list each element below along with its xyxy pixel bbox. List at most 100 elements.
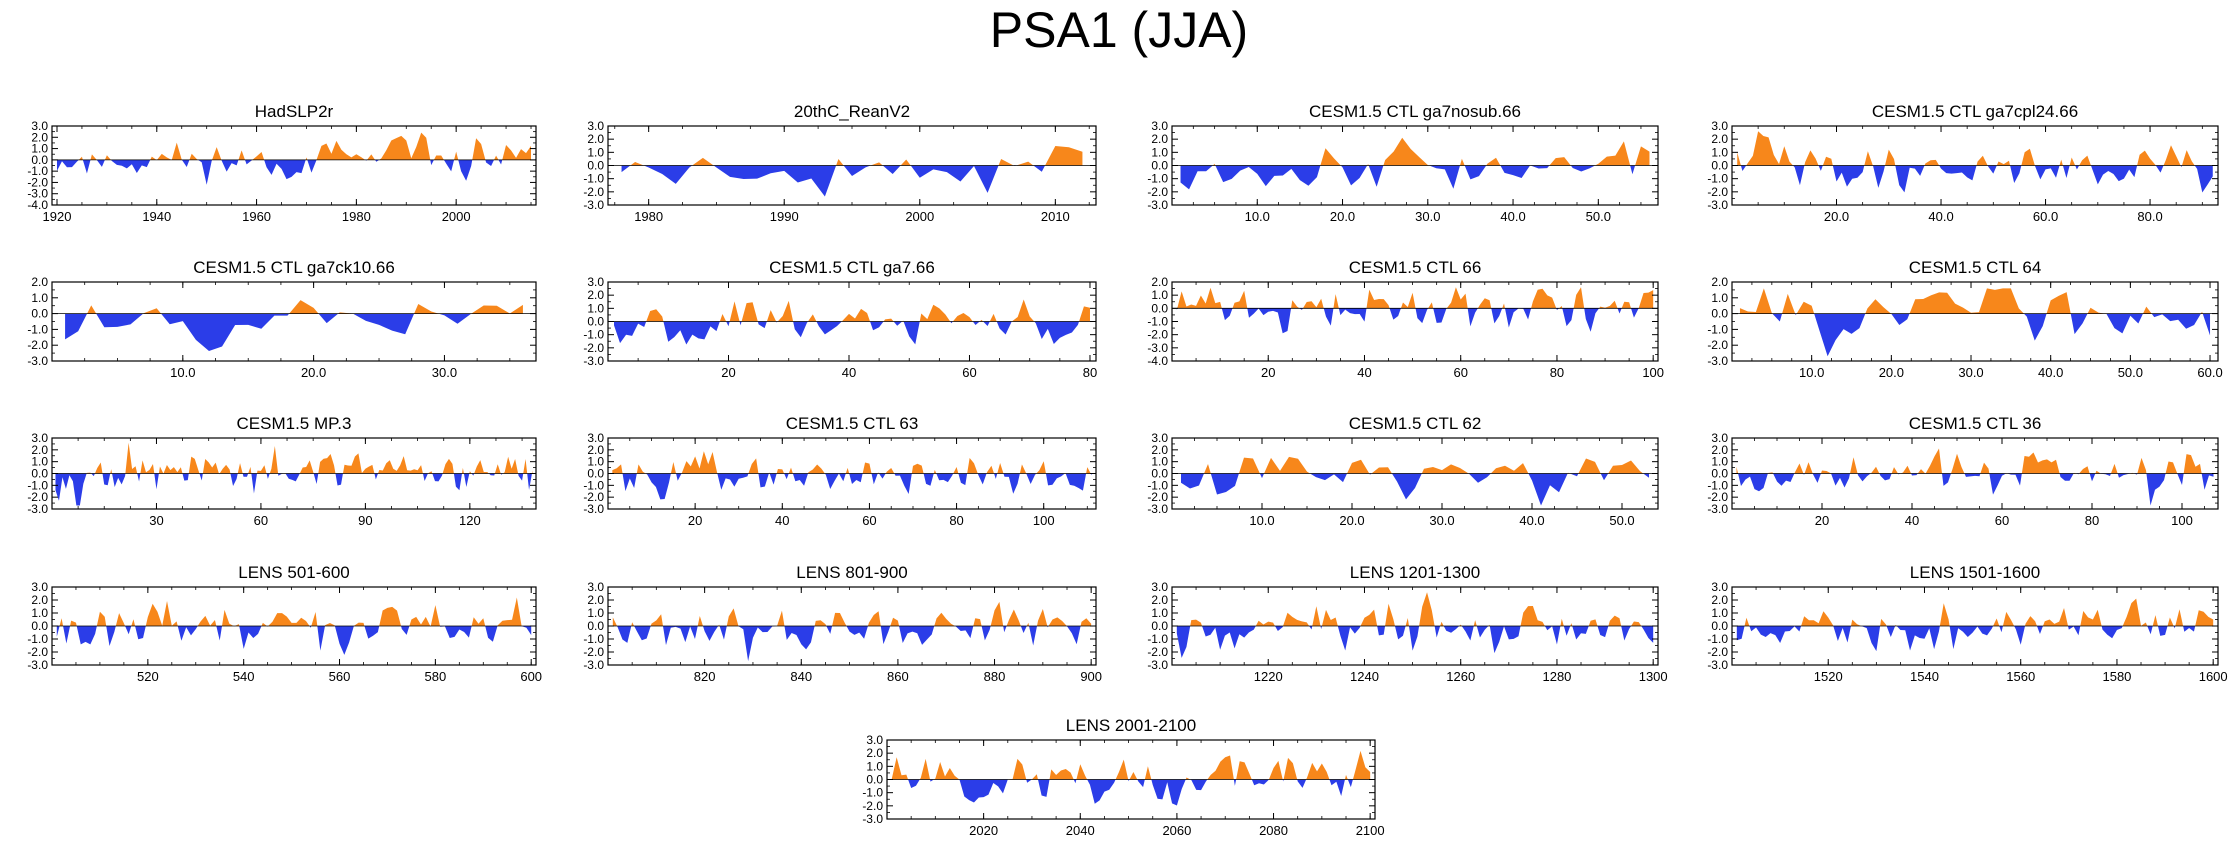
y-tick-label: -1.0 — [27, 164, 48, 178]
y-tick-label: 0.0 — [587, 619, 604, 633]
y-tick-label: -3.0 — [1147, 341, 1168, 355]
y-tick-label: -3.0 — [1147, 198, 1168, 212]
x-tick-label: 1520 — [1814, 669, 1843, 684]
y-tick-label: 0.0 — [1151, 159, 1168, 173]
y-tick-label: 1.0 — [866, 759, 883, 773]
y-tick-label: 2.0 — [1151, 275, 1168, 289]
y-tick-label: 3.0 — [1151, 119, 1168, 133]
x-tick-label: 1580 — [2102, 669, 2131, 684]
x-tick-label: 20.0 — [1879, 365, 1904, 380]
x-tick-label: 2000 — [442, 209, 471, 224]
y-tick-label: -4.0 — [1147, 354, 1168, 368]
y-tick-label: 3.0 — [587, 119, 604, 133]
y-tick-label: 0.0 — [587, 315, 604, 329]
x-tick-label: 80 — [949, 513, 963, 528]
panel-7: CESM1.5 CTL 64 2.0 1.0 0.0-1.0 -2.0 -3.0 10.0 2… — [1707, 258, 2222, 380]
y-tick-label: 1.0 — [1711, 455, 1728, 469]
page-title: PSA1 (JJA) — [989, 2, 1249, 58]
negative-area — [621, 165, 1083, 197]
x-tick-label: 100 — [1033, 513, 1055, 528]
x-tick-label: 2100 — [1356, 823, 1385, 838]
y-tick-label: 1.0 — [1711, 145, 1728, 159]
x-tick-label: 60 — [862, 513, 876, 528]
y-tick-label: 2.0 — [31, 593, 48, 607]
panel-title: LENS 2001-2100 — [1066, 716, 1196, 735]
panel-15: LENS 1501-1600 3.02.01.00.0-1.0-2.0-3.0 15… — [1707, 563, 2227, 684]
plot-frame — [1171, 281, 1659, 362]
y-tick-label: 1.0 — [587, 455, 604, 469]
y-tick-label: -2.0 — [27, 490, 48, 504]
panel-12: LENS 501-600 3.02.01.00.0-1.0-2.0-3.0 520 5… — [27, 563, 542, 684]
x-tick-label: 1260 — [1446, 669, 1475, 684]
x-tick-label: 1280 — [1542, 669, 1571, 684]
y-tick-label: 3.0 — [31, 580, 48, 594]
x-tick-label: 2080 — [1259, 823, 1288, 838]
y-tick-label: -3.0 — [27, 502, 48, 516]
y-tick-label: 0.0 — [587, 159, 604, 173]
y-tick-label: 3.0 — [1711, 119, 1728, 133]
y-tick-label: -3.0 — [583, 354, 604, 368]
y-tick-label: -2.0 — [1707, 645, 1728, 659]
negative-area — [56, 159, 532, 185]
negative-area — [65, 313, 523, 352]
x-tick-label: 40 — [775, 513, 789, 528]
negative-area — [614, 321, 1090, 345]
y-tick-label: 3.0 — [31, 431, 48, 445]
y-tick-label: 0.0 — [1711, 619, 1728, 633]
positive-area — [1737, 131, 2213, 166]
y-tick-label: -2.0 — [583, 490, 604, 504]
y-tick-label: -3.0 — [1707, 198, 1728, 212]
x-tick-label: 60.0 — [2197, 365, 2222, 380]
y-tick-label: -3.0 — [1707, 354, 1728, 368]
y-tick-label: -3.0 — [27, 658, 48, 672]
y-tick-label: 2.0 — [866, 746, 883, 760]
x-tick-label: 40.0 — [1928, 209, 1953, 224]
x-tick-label: 840 — [790, 669, 812, 684]
x-tick-label: 60.0 — [2033, 209, 2058, 224]
y-tick-label: -3.0 — [27, 354, 48, 368]
x-tick-label: 540 — [233, 669, 255, 684]
y-tick-label: 1.0 — [31, 291, 48, 305]
y-tick-label: -3.0 — [583, 658, 604, 672]
y-tick-label: 0.0 — [1151, 467, 1168, 481]
y-tick-label: -1.0 — [27, 478, 48, 492]
positive-area — [621, 146, 1083, 166]
x-tick-label: 1220 — [1254, 669, 1283, 684]
x-tick-label: 2010 — [1041, 209, 1070, 224]
y-tick-label: 1.0 — [1711, 606, 1728, 620]
x-tick-label: 20.0 — [1330, 209, 1355, 224]
y-tick-label: 3.0 — [1151, 431, 1168, 445]
x-tick-label: 1240 — [1350, 669, 1379, 684]
x-tick-label: 1980 — [342, 209, 371, 224]
y-tick-label: 2.0 — [1151, 443, 1168, 457]
negative-area — [1176, 626, 1654, 658]
x-tick-label: 10.0 — [1249, 513, 1274, 528]
panel-title: CESM1.5 CTL ga7ck10.66 — [193, 258, 395, 277]
panel-0: HadSLP2r 3.02.01.00.0-1.0-2.0-3.0-4.01920… — [27, 102, 537, 224]
y-tick-label: 1.0 — [587, 145, 604, 159]
x-tick-label: 1560 — [2006, 669, 2035, 684]
y-tick-label: 2.0 — [587, 443, 604, 457]
positive-area — [612, 601, 1092, 626]
panel-title: LENS 501-600 — [238, 563, 350, 582]
x-tick-label: 20 — [721, 365, 735, 380]
y-tick-label: -2.0 — [27, 175, 48, 189]
x-tick-label: 30.0 — [432, 365, 457, 380]
x-tick-label: 820 — [694, 669, 716, 684]
x-tick-label: 50.0 — [1609, 513, 1634, 528]
positive-area — [612, 451, 1092, 474]
x-tick-label: 80 — [2085, 513, 2099, 528]
x-tick-label: 90 — [358, 513, 372, 528]
x-tick-label: 20 — [1815, 513, 1829, 528]
panel-16: LENS 2001-2100 3.02.01.00.0-1.0-2.0-3.0 20… — [862, 716, 1384, 838]
x-tick-label: 50.0 — [2118, 365, 2143, 380]
x-tick-label: 1990 — [770, 209, 799, 224]
y-tick-label: -2.0 — [1707, 338, 1728, 352]
positive-area — [65, 300, 523, 314]
y-tick-label: -1.0 — [1707, 478, 1728, 492]
negative-area — [55, 473, 533, 506]
x-tick-label: 20.0 — [1824, 209, 1849, 224]
positive-area — [56, 132, 532, 160]
y-tick-label: 2.0 — [31, 275, 48, 289]
x-tick-label: 60 — [254, 513, 268, 528]
